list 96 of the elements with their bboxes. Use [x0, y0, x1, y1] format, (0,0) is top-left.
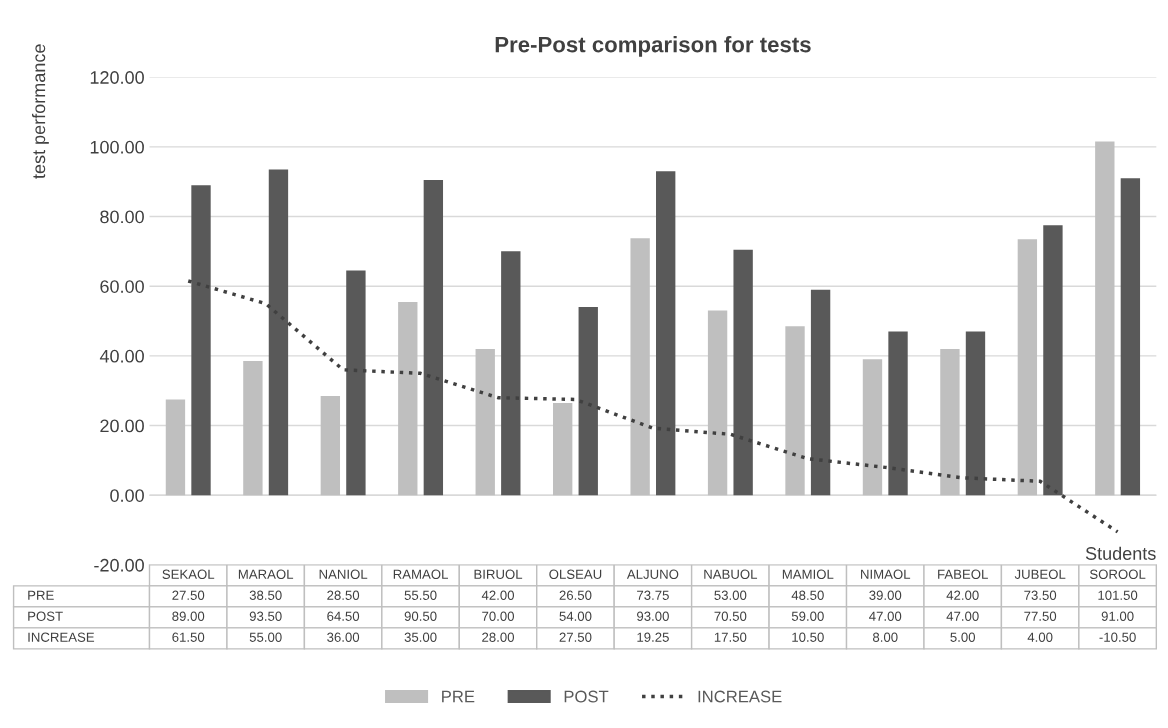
- bar: [578, 307, 598, 496]
- bar: [965, 331, 986, 496]
- bar: [398, 301, 418, 496]
- text: PRE: [28, 590, 54, 600]
- y-tick-label: 80.00: [100, 210, 144, 224]
- data-label: 89.00: [172, 611, 205, 621]
- x-tick-label: BIRUOL: [474, 569, 523, 579]
- bar: [1095, 141, 1115, 496]
- bar: [707, 310, 728, 496]
- y-tick-label: 20.00: [100, 419, 144, 433]
- data-label: 4.00: [1027, 632, 1053, 642]
- bar: [862, 359, 883, 496]
- bar: [888, 331, 908, 496]
- x-tick-label: RAMAOL: [393, 569, 448, 579]
- data-label: 47.00: [946, 611, 979, 621]
- data-label: 48.50: [791, 590, 824, 600]
- data-label: 61.50: [172, 632, 205, 642]
- data-label: 39.00: [869, 590, 902, 600]
- y-tick-label: 0.00: [110, 489, 144, 502]
- bar: [553, 402, 573, 496]
- data-label: 10.50: [792, 632, 824, 642]
- y-axis-title: test performance: [32, 44, 49, 179]
- bar: [501, 251, 521, 496]
- data-label: 55.50: [404, 590, 437, 600]
- x-tick-label: NIMAOL: [861, 569, 911, 579]
- x-tick-label: MAMIOL: [782, 569, 834, 579]
- x-tick-label: ALJUNO: [626, 569, 679, 579]
- bar: [346, 270, 366, 496]
- bar: [423, 179, 444, 496]
- data-label: 42.00: [481, 590, 515, 600]
- data-label: 26.50: [559, 590, 592, 600]
- data-label: 17.50: [714, 632, 747, 642]
- chart-title: Pre-Post comparison for tests: [495, 36, 811, 57]
- data-label: 93.00: [637, 611, 669, 621]
- bar: [1120, 178, 1141, 496]
- data-label: 59.00: [791, 611, 824, 621]
- data-label: 36.00: [327, 632, 360, 642]
- data-label: 42.00: [946, 590, 979, 600]
- bar: [320, 395, 341, 496]
- data-label: 73.50: [1024, 590, 1057, 600]
- data-label: 70.00: [482, 611, 515, 621]
- bar: [268, 169, 289, 496]
- x-tick-label: SEKAOL: [162, 569, 215, 579]
- data-label: 73.75: [637, 590, 669, 600]
- data-label: 28.50: [327, 590, 360, 600]
- y-tick-label: -20.00: [94, 558, 144, 572]
- line-series: [186, 279, 1120, 534]
- data-label: 64.50: [327, 611, 360, 621]
- y-tick-label: 100.00: [90, 140, 144, 154]
- x-axis-title: Students: [1085, 546, 1156, 560]
- data-label: 101.50: [1098, 590, 1138, 600]
- bar: [733, 249, 753, 496]
- data-label: -10.50: [1099, 632, 1136, 642]
- bar: [191, 185, 211, 496]
- bar: [165, 399, 186, 496]
- data-label: 19.25: [637, 632, 669, 642]
- text: POST: [28, 611, 63, 621]
- bar: [1017, 239, 1038, 496]
- x-tick-label: FABEOL: [938, 569, 988, 579]
- legend-label: PRE: [442, 690, 475, 703]
- legend-label: INCREASE: [698, 690, 782, 703]
- y-tick-label: 60.00: [100, 280, 144, 293]
- data-label: 91.00: [1101, 611, 1134, 621]
- data-label: 27.50: [559, 632, 592, 642]
- bar: [475, 348, 495, 496]
- data-label: 90.50: [404, 611, 437, 621]
- x-tick-label: SOROOL: [1089, 569, 1146, 579]
- bar: [810, 289, 831, 496]
- bar: [940, 348, 960, 496]
- data-label: 70.50: [714, 611, 747, 621]
- data-label: 38.50: [249, 590, 282, 600]
- y-tick-label: 40.00: [99, 349, 144, 363]
- bar: [656, 171, 676, 496]
- legend-label: POST: [564, 690, 609, 703]
- x-tick-label: NANIOL: [319, 569, 368, 579]
- bar: [1043, 225, 1063, 496]
- bar: [630, 238, 650, 496]
- data-label: 55.00: [249, 632, 282, 642]
- data-label: 53.00: [714, 590, 747, 600]
- data-label: 8.00: [872, 632, 898, 642]
- x-tick-label: NABUOL: [704, 569, 758, 579]
- bar: [243, 361, 263, 496]
- bar: [785, 326, 805, 496]
- x-tick-label: MARAOL: [238, 569, 294, 579]
- data-label: 47.00: [869, 611, 902, 621]
- data-label: 27.50: [172, 590, 205, 600]
- x-tick-label: JUBEOL: [1014, 569, 1066, 579]
- y-tick-label: 120.00: [90, 71, 144, 84]
- data-label: 35.00: [404, 632, 437, 642]
- data-label: 77.50: [1024, 611, 1057, 621]
- x-tick-label: OLSEAU: [549, 569, 602, 579]
- data-label: 28.00: [482, 632, 515, 642]
- data-label: 5.00: [950, 632, 976, 642]
- data-label: 93.50: [249, 611, 282, 621]
- text: INCREASE: [28, 632, 95, 642]
- data-label: 54.00: [559, 611, 592, 621]
